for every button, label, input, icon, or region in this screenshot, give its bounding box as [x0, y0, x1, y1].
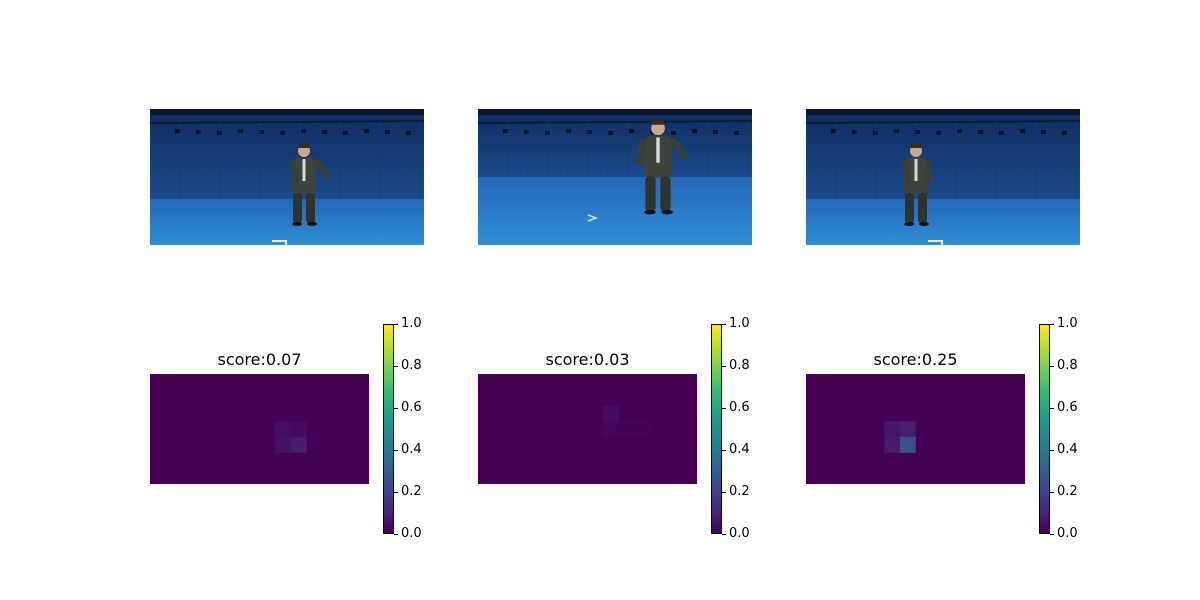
studio-scene	[806, 109, 1080, 245]
colorbar-2	[711, 324, 722, 534]
heatmap-cell	[275, 436, 292, 453]
input-frame-3	[806, 109, 1080, 245]
heatmap-title-3: score:0.25	[873, 350, 958, 369]
heatmap-cell	[634, 421, 651, 438]
colorbar-tick-label: 0.0	[401, 526, 422, 541]
heatmap-cell	[603, 421, 620, 438]
heatmap-title-1: score:0.07	[217, 350, 302, 369]
colorbar-ticks-3: 0.0 0.2 0.4 0.6 0.8 1.0	[1050, 316, 1090, 541]
heatmap-cell	[618, 421, 635, 438]
heatmap-cell	[884, 421, 901, 438]
studio-scene	[150, 109, 424, 245]
heatmap-background	[478, 374, 697, 484]
heatmap-cell	[275, 421, 292, 438]
heatmap-cell	[899, 421, 916, 438]
heatmap-3	[806, 374, 1025, 484]
colorbar-tick-label: 0.6	[729, 400, 750, 415]
heatmap-cell	[290, 421, 307, 438]
colorbar-tick-label: 1.0	[729, 316, 750, 331]
heatmap-1	[150, 374, 369, 484]
colorbar-3	[1039, 324, 1050, 534]
heatmap-cell	[884, 436, 901, 453]
input-frame-2	[478, 109, 752, 245]
studio-scene	[478, 109, 752, 245]
colorbar-tick-label: 1.0	[401, 316, 422, 331]
colorbar-tick-label: 0.6	[401, 400, 422, 415]
colorbar-tick-label: 0.0	[1057, 526, 1078, 541]
heatmap-2	[478, 374, 697, 484]
heatmap-cell	[290, 436, 307, 453]
heatmap-cell	[603, 405, 620, 422]
colorbar-ticks-1: 0.0 0.2 0.4 0.6 0.8 1.0	[394, 316, 434, 541]
input-frame-1	[150, 109, 424, 245]
colorbar-ticks-2: 0.0 0.2 0.4 0.6 0.8 1.0	[722, 316, 762, 541]
colorbar-tick-label: 0.8	[1057, 358, 1078, 373]
heatmap-background	[150, 374, 369, 484]
colorbar-tick-label: 0.0	[729, 526, 750, 541]
colorbar-tick-label: 0.8	[729, 358, 750, 373]
heatmap-cell	[899, 436, 916, 453]
colorbar-tick-label: 0.8	[401, 358, 422, 373]
colorbar-tick-label: 0.2	[729, 484, 750, 499]
colorbar-tick-label: 0.4	[729, 442, 750, 457]
colorbar-tick-label: 0.4	[401, 442, 422, 457]
colorbar-1	[383, 324, 394, 534]
colorbar-tick-label: 0.6	[1057, 400, 1078, 415]
colorbar-tick-label: 0.2	[401, 484, 422, 499]
colorbar-tick-label: 0.2	[1057, 484, 1078, 499]
heatmap-title-2: score:0.03	[545, 350, 630, 369]
colorbar-tick-label: 0.4	[1057, 442, 1078, 457]
colorbar-tick-label: 1.0	[1057, 316, 1078, 331]
